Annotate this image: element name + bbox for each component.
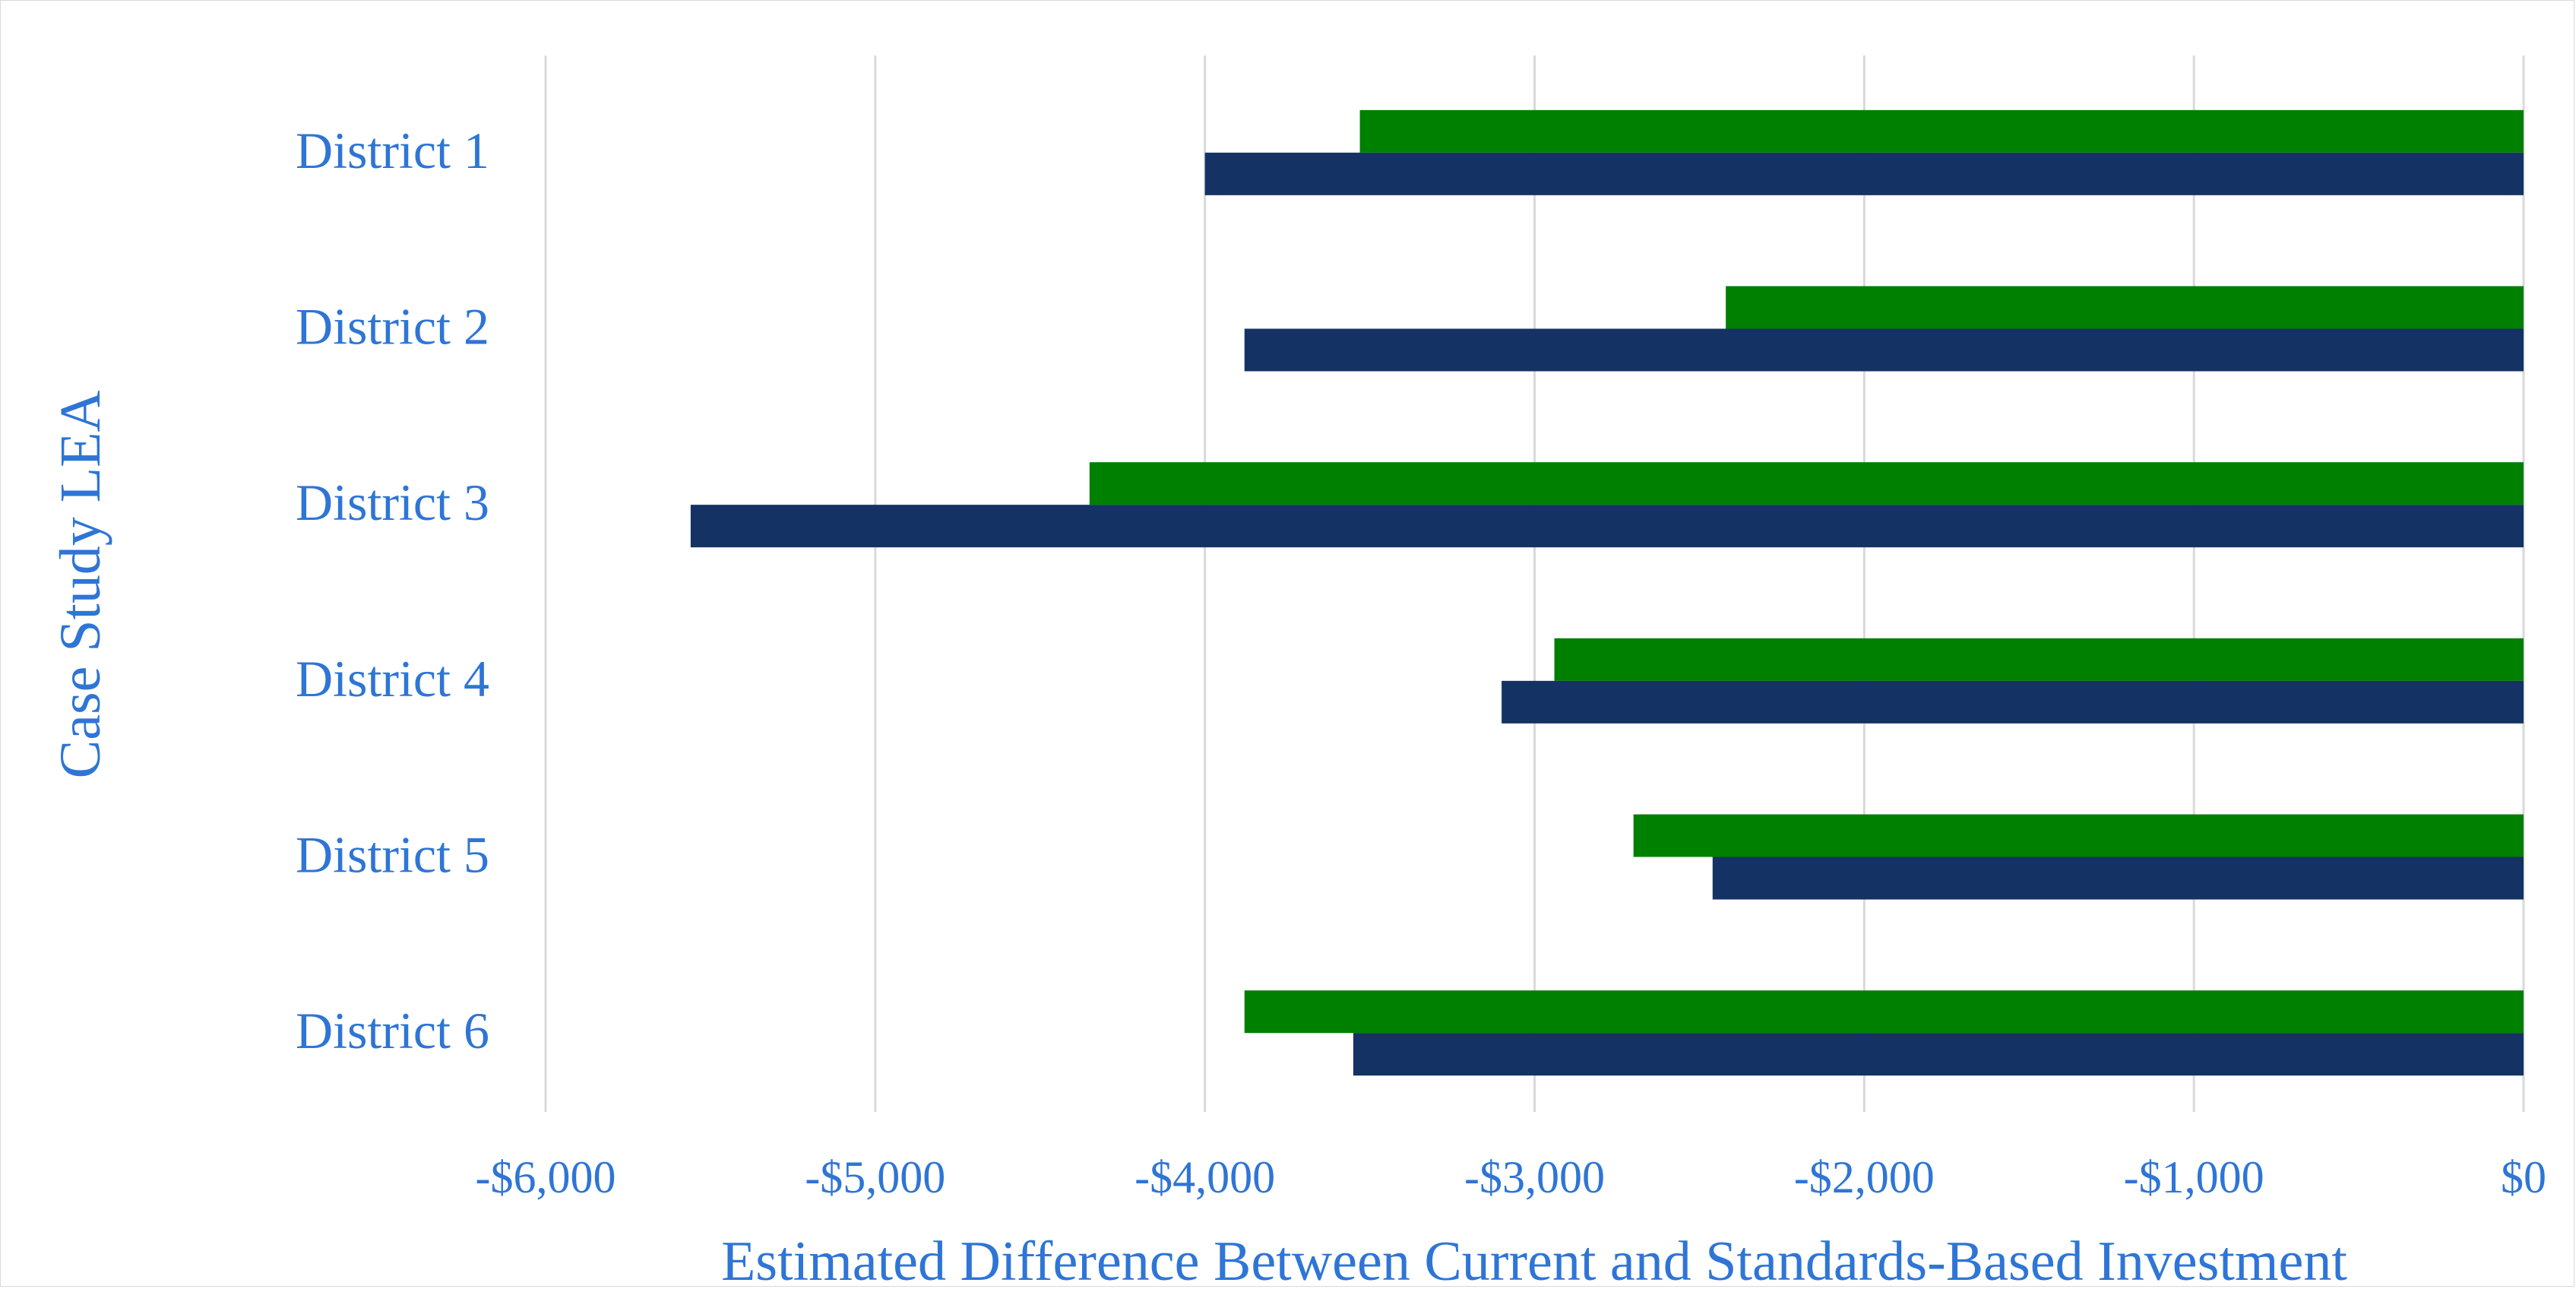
category-label: District 2 bbox=[296, 298, 489, 356]
bar-series-1 bbox=[1554, 638, 2524, 681]
y-axis-title: Case Study LEA bbox=[49, 390, 112, 778]
bar-series-1 bbox=[1244, 990, 2524, 1034]
bar-series-1 bbox=[1633, 814, 2524, 857]
bar-series-2 bbox=[1204, 152, 2524, 195]
category-label: District 6 bbox=[296, 1002, 489, 1059]
bar-series-1 bbox=[1726, 286, 2524, 329]
x-tick-label: $0 bbox=[2501, 1152, 2546, 1202]
x-tick-label: -$4,000 bbox=[1135, 1152, 1275, 1202]
bar-series-2 bbox=[1353, 1033, 2524, 1076]
category-labels: District 1 District 2 District 3 District 4… bbox=[296, 122, 489, 1059]
x-tick-label: -$5,000 bbox=[805, 1152, 945, 1202]
gridlines bbox=[544, 55, 2525, 1112]
bar-series-2 bbox=[1502, 680, 2524, 724]
bar-series-2 bbox=[1712, 857, 2524, 900]
category-label: District 4 bbox=[296, 650, 489, 708]
x-tick-label: -$3,000 bbox=[1464, 1152, 1605, 1202]
bars bbox=[690, 109, 2524, 1076]
bar-series-2 bbox=[690, 505, 2524, 548]
x-tick-label: -$2,000 bbox=[1794, 1152, 1935, 1202]
category-label: District 1 bbox=[296, 122, 489, 179]
bar-series-1 bbox=[1089, 462, 2524, 505]
category-label: District 3 bbox=[296, 473, 489, 531]
x-tick-label: -$6,000 bbox=[476, 1152, 616, 1202]
x-axis-title: Estimated Difference Between Current and… bbox=[721, 1230, 2347, 1289]
x-tick-label: -$1,000 bbox=[2124, 1152, 2264, 1202]
category-label: District 5 bbox=[296, 826, 489, 884]
bar-series-1 bbox=[1359, 109, 2524, 153]
bar-series-2 bbox=[1244, 328, 2524, 372]
x-tick-labels: -$6,000 -$5,000 -$4,000 -$3,000 -$2,000 -$1,0… bbox=[476, 1152, 2546, 1202]
